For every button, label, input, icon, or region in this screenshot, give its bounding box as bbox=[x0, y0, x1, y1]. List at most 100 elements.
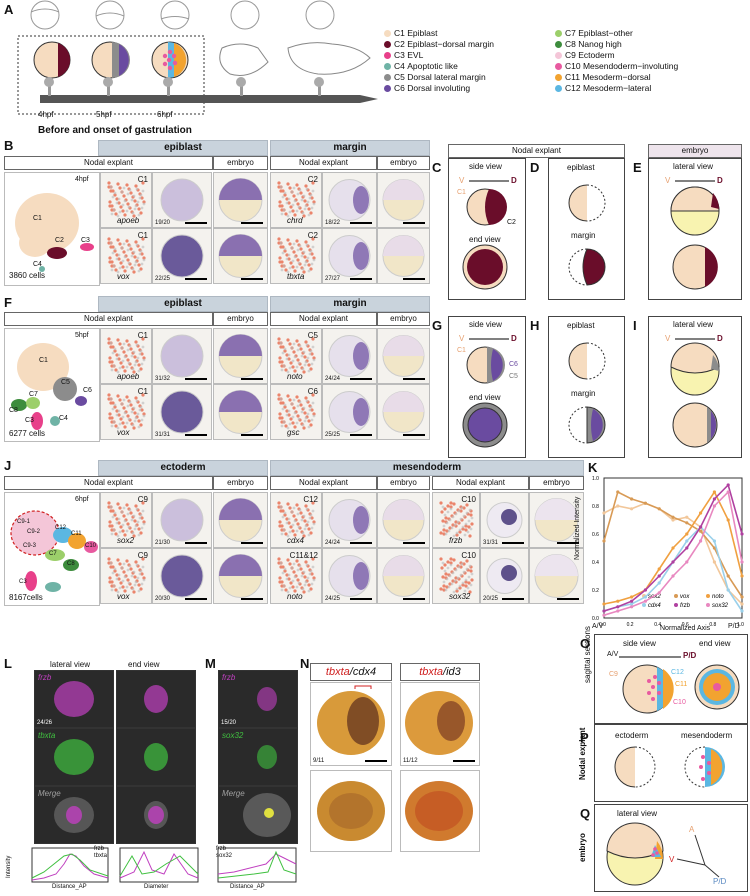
plot-label: frzb bbox=[94, 846, 105, 852]
k-point-sox32 bbox=[616, 609, 620, 613]
b-nodal-explant-label-2: Nodal explant bbox=[270, 156, 377, 170]
k-point-vox bbox=[643, 501, 647, 505]
q-pd: P/D bbox=[713, 877, 727, 886]
j-cluster-c10: C10 bbox=[85, 543, 97, 549]
legend-name: EVL bbox=[407, 50, 424, 60]
j-nodal-explant-label-2: Nodal explant bbox=[270, 476, 377, 490]
k-point-vox bbox=[726, 574, 730, 578]
feature-plot: C1 apoeb bbox=[100, 172, 152, 228]
b-cluster-c1: C1 bbox=[33, 215, 42, 222]
k-xtick: 0.8 bbox=[709, 622, 716, 628]
k-point-frzb bbox=[616, 605, 620, 609]
f-cell-count: 6277 cells bbox=[9, 429, 46, 438]
fraction-label: 24/25 bbox=[325, 596, 341, 602]
k-point-noto bbox=[657, 567, 661, 571]
j-cluster-c3: C3 bbox=[19, 579, 27, 585]
plot-label: Distance_AP bbox=[52, 884, 87, 890]
j-cluster-c9-3: C9-3 bbox=[23, 543, 37, 549]
e-v-label: V bbox=[665, 176, 671, 185]
e-schematic: lateral view V D bbox=[648, 158, 742, 300]
k-legend-swatch bbox=[706, 594, 710, 598]
k-point-sox32 bbox=[671, 574, 675, 578]
k-point-noto bbox=[740, 574, 744, 578]
legend-name: Mesoderm−lateral bbox=[582, 83, 652, 93]
k-legend-label: frzb bbox=[680, 603, 691, 609]
b-cluster-c4: C4 bbox=[33, 261, 42, 268]
q-v: V bbox=[669, 855, 675, 864]
g-schematic: side view V D C1 C6 C5 end view bbox=[448, 316, 526, 458]
fraction-label: 15/20 bbox=[221, 720, 237, 726]
legend-code: C7 bbox=[565, 28, 576, 38]
fraction-label: 31/31 bbox=[155, 432, 171, 438]
legend-code: C11 bbox=[565, 72, 580, 82]
legend-item: C2 Epiblast−dorsal margin bbox=[384, 39, 544, 50]
k-ytick: 0.2 bbox=[592, 588, 599, 594]
explant-image: 27/27 bbox=[322, 228, 377, 284]
c-schematic: side view V D C1 C2 end view bbox=[448, 158, 526, 300]
k-point-vox bbox=[699, 529, 703, 533]
panel-label-m: M bbox=[205, 656, 216, 671]
gene-label: sox32 bbox=[449, 592, 471, 601]
channel-label: Merge bbox=[38, 789, 61, 798]
panel-label-i: I bbox=[633, 318, 637, 333]
k-point-frzb bbox=[699, 525, 703, 529]
n-image-4 bbox=[400, 770, 480, 852]
explant-image: 31/31 bbox=[152, 384, 212, 440]
legend-item: C4 Apoptotic like bbox=[384, 61, 544, 72]
legend-swatch bbox=[555, 41, 562, 48]
explant-image: 19/20 bbox=[152, 172, 212, 228]
gene-label: cdx4 bbox=[287, 536, 304, 545]
channel-label: frzb bbox=[38, 673, 52, 682]
j-cluster-c9-2: C9-2 bbox=[27, 529, 41, 535]
b-embryo-label-2: embryo bbox=[377, 156, 430, 170]
c-end-view: end view bbox=[469, 235, 501, 244]
k-legend-label: sox32 bbox=[712, 603, 729, 609]
feature-plot: C10 frzb bbox=[432, 492, 480, 548]
gene-label: chrd bbox=[287, 216, 303, 225]
d-schematic: epiblast margin bbox=[548, 158, 625, 300]
fraction-label: 22/25 bbox=[155, 276, 171, 282]
f-header-margin: margin bbox=[270, 296, 430, 312]
fraction-label: 20/30 bbox=[155, 596, 171, 602]
feature-cluster: C1 bbox=[137, 387, 148, 396]
panel-label-g: G bbox=[432, 318, 443, 333]
fraction-label: 24/24 bbox=[325, 540, 341, 546]
f-nodal-explant-label: Nodal explant bbox=[4, 312, 213, 326]
k-point-frzb bbox=[602, 609, 606, 613]
k-point-frzb bbox=[643, 588, 647, 592]
k-xtick: 0.2 bbox=[627, 622, 634, 628]
gene-label: tbxta bbox=[287, 272, 305, 281]
legend-code: C5 bbox=[394, 72, 405, 82]
g-c6-label: C6 bbox=[509, 361, 518, 368]
g-c5-label: C5 bbox=[509, 373, 518, 380]
explant-image: 24/24 bbox=[322, 328, 377, 384]
b-header-epiblast: epiblast bbox=[98, 140, 268, 156]
legend-name: Mesoderm−dorsal bbox=[582, 72, 651, 82]
o-schematic: sagittal sections side view end view A/V… bbox=[583, 626, 748, 724]
feature-plot: C9 vox bbox=[100, 548, 152, 604]
j-header-ectoderm: ectoderm bbox=[98, 460, 268, 476]
legend-item: C3 EVL bbox=[384, 50, 544, 61]
k-point-vox bbox=[685, 521, 689, 525]
n-frac-1: 9/11 bbox=[313, 758, 325, 764]
o-c11: C11 bbox=[675, 681, 688, 688]
k-legend-label: cdx4 bbox=[648, 603, 661, 609]
gene-label: vox bbox=[117, 272, 130, 281]
f-umap-time: 5hpf bbox=[75, 332, 89, 339]
legend-swatch bbox=[384, 74, 391, 81]
d-margin: margin bbox=[571, 231, 596, 240]
feature-plot: C12 cdx4 bbox=[270, 492, 322, 548]
feature-plot: C1 vox bbox=[100, 228, 152, 284]
gene-label: vox bbox=[117, 592, 130, 601]
gene-label: sox2 bbox=[117, 536, 134, 545]
i-v-label: V bbox=[665, 334, 671, 343]
g-end-view: end view bbox=[469, 393, 501, 402]
legend-swatch bbox=[555, 52, 562, 59]
legend-code: C1 bbox=[394, 28, 405, 38]
legend-swatch bbox=[384, 30, 391, 37]
f-cluster-c4: C4 bbox=[59, 415, 68, 422]
k-legend-swatch bbox=[706, 603, 710, 607]
explant-image: 21/30 bbox=[152, 492, 212, 548]
k-point-frzb bbox=[712, 497, 716, 501]
cluster-legend-col2: C7 Epiblast−other C8 Nanog high C9 Ectod… bbox=[555, 28, 745, 94]
